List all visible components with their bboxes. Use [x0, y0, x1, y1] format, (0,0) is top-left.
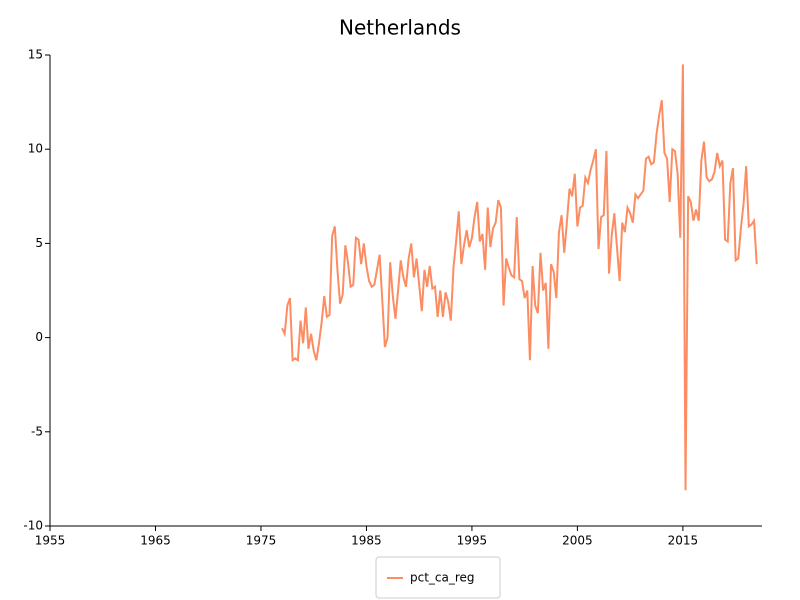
y-tick-label: -5 — [31, 424, 43, 438]
legend: pct_ca_reg — [375, 556, 501, 599]
x-tick-label: 1975 — [246, 534, 277, 548]
x-tick-label: 1985 — [351, 534, 382, 548]
series-line — [281, 64, 758, 491]
y-tick-label: 0 — [35, 330, 43, 344]
y-tick-label: -10 — [23, 519, 43, 533]
x-tick-label: 1955 — [35, 534, 66, 548]
y-tick-label: 5 — [35, 236, 43, 250]
chart-title: Netherlands — [339, 16, 461, 40]
x-tick-label: 2005 — [562, 534, 593, 548]
legend-label: pct_ca_reg — [410, 571, 475, 585]
legend-box — [375, 556, 501, 599]
x-tick-label: 1965 — [140, 534, 171, 548]
y-tick-label: 15 — [28, 48, 43, 62]
x-tick-label: 1995 — [457, 534, 488, 548]
y-tick-label: 10 — [28, 142, 43, 156]
x-tick-label: 2015 — [668, 534, 699, 548]
